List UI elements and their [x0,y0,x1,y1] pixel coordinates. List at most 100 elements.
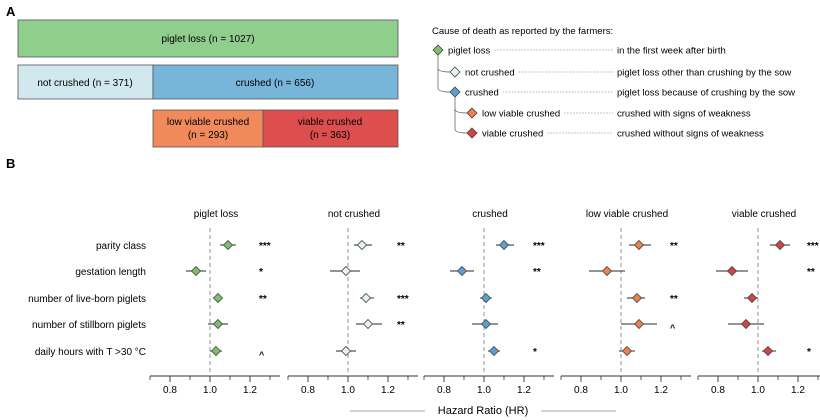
hr-point-1-2 [360,292,372,304]
box-viable-line1: viable crushed [298,117,362,128]
hr-point-4-2 [746,292,758,304]
hr-point-2-3 [480,318,492,330]
significance-3-3: ^ [670,323,676,333]
legend-name-0: piglet loss [448,46,490,57]
legend-name-4: viable crushed [482,129,543,140]
significance-1-0: ** [397,241,405,252]
row-label-1: gestation length [75,267,146,278]
row-label-3: number of stillborn piglets [32,320,146,331]
box-low-viable-line1: low viable crushed [167,117,249,128]
box-piglet-loss [17,19,399,58]
significance-0-4: ^ [259,350,265,360]
legend-tree-line-2 [454,97,468,114]
legend-tree-line-3 [454,109,468,134]
box-not-crushed-label: not crushed (n = 371) [37,78,132,89]
hr-point-2-1 [456,265,468,277]
box-piglet-loss-label: piglet loss (n = 1027) [161,34,254,45]
significance-3-2: ** [670,294,678,305]
legend-title: Cause of death as reported by the farmer… [432,26,613,37]
hr-point-1-4 [340,345,352,357]
box-not-crushed [17,64,154,100]
significance-0-2: ** [259,294,267,305]
legend-desc-3: crushed with signs of weakness [617,109,751,120]
tick-label-1-0: 0.8 [301,385,315,396]
panel-label-a: A [6,4,16,19]
significance-2-1: ** [533,267,541,278]
significance-0-0: *** [259,241,271,252]
tick-label-1-1: 1.0 [341,385,355,396]
significance-4-0: *** [807,241,819,252]
tick-label-2-1: 1.0 [477,385,491,396]
panel-title-2: crushed [472,209,508,220]
tick-label-2-0: 0.8 [437,385,451,396]
row-labels: parity class gestation length number of li… [28,241,146,358]
box-viable-crushed [262,109,399,148]
row-label-0: parity class [96,241,146,252]
tick-label-0-1: 1.0 [203,385,217,396]
box-crushed [152,64,399,100]
significance-3-0: ** [670,241,678,252]
legend-name-1: not crushed [465,68,515,79]
hr-point-3-0 [633,239,645,251]
hr-point-4-3 [740,318,752,330]
panel-title-1: not crushed [328,209,380,220]
legend-desc-1: piglet loss other than crushing by the s… [617,68,791,79]
tick-label-2-2: 1.2 [517,385,531,396]
significance-1-3: ** [397,320,405,331]
significance-0-1: * [259,267,263,278]
legend: Cause of death as reported by the farmer… [432,26,795,140]
legend-desc-0: in the first week after birth [617,46,726,57]
legend-desc-4: crushed without signs of weakness [617,129,764,140]
hr-point-4-1 [726,265,738,277]
hr-point-4-0 [774,239,786,251]
hr-point-2-2 [480,292,492,304]
panel-title-4: viable crushed [732,209,796,220]
legend-marker-1 [449,66,461,78]
hr-point-3-2 [631,292,643,304]
panel-title-3: low viable crushed [586,209,668,220]
x-axis-label: Hazard Ratio (HR) [438,405,528,417]
legend-tree-lines [437,55,468,134]
hr-point-3-4 [621,345,633,357]
hr-point-3-3 [633,318,645,330]
tick-label-1-2: 1.2 [381,385,395,396]
box-low-viable-line2: (n = 293) [188,130,228,141]
tick-label-4-2: 1.2 [791,385,805,396]
tick-label-0-2: 1.2 [243,385,257,396]
tick-label-3-1: 1.0 [614,385,628,396]
hr-point-0-2 [212,292,224,304]
significance-2-4: * [533,347,537,358]
legend-tree-line-1 [437,68,451,93]
tick-label-4-1: 1.0 [751,385,765,396]
row-label-2: number of live-born piglets [28,294,146,305]
hr-point-0-4 [210,345,222,357]
legend-marker-3 [466,107,478,119]
tick-label-4-0: 0.8 [711,385,725,396]
box-low-viable-crushed [152,109,264,148]
legend-marker-0 [432,44,444,56]
hr-point-1-1 [340,265,352,277]
hr-point-3-1 [601,265,613,277]
hr-point-1-3 [362,318,374,330]
hr-point-0-0 [222,239,234,251]
hr-point-2-0 [498,239,510,251]
legend-desc-2: piglet loss because of crushing by the s… [617,88,795,99]
legend-name-2: crushed [465,88,499,99]
legend-marker-2 [449,86,461,98]
panel-label-b: B [6,156,15,171]
panel-title-0: piglet loss [194,209,238,220]
tick-label-3-2: 1.2 [654,385,668,396]
significance-4-4: * [807,347,811,358]
hr-point-1-0 [356,239,368,251]
tick-label-0-0: 0.8 [163,385,177,396]
hr-point-0-1 [190,265,202,277]
hr-point-2-4 [488,345,500,357]
box-crushed-label: crushed (n = 656) [236,78,315,89]
legend-items: piglet loss in the first week after birth… [432,44,795,140]
significance-4-1: ** [807,267,815,278]
legend-marker-4 [466,127,478,139]
